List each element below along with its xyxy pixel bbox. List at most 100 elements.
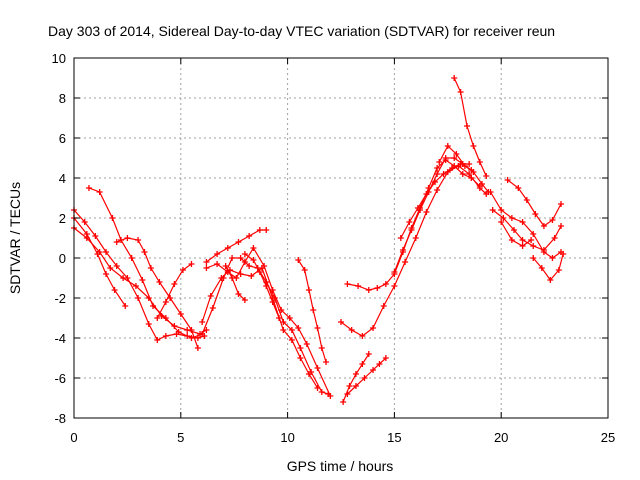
data-point bbox=[177, 311, 184, 317]
data-point bbox=[489, 207, 496, 213]
data-point bbox=[229, 255, 236, 261]
y-tick-label: -8 bbox=[54, 411, 66, 426]
series-arc-25 bbox=[530, 251, 567, 283]
series-track bbox=[225, 265, 246, 301]
data-point bbox=[203, 265, 210, 271]
data-point bbox=[515, 185, 522, 191]
data-point bbox=[340, 399, 347, 405]
data-point bbox=[348, 327, 355, 333]
data-point bbox=[423, 209, 430, 215]
data-point bbox=[461, 163, 468, 169]
data-point bbox=[156, 279, 163, 285]
data-point bbox=[103, 271, 110, 277]
data-point bbox=[278, 307, 285, 313]
data-point bbox=[459, 171, 466, 177]
data-point bbox=[188, 261, 195, 267]
data-point bbox=[504, 177, 511, 183]
plot-frame bbox=[73, 57, 609, 419]
data-point bbox=[135, 237, 142, 243]
data-point bbox=[310, 307, 317, 313]
y-tick-label: 10 bbox=[52, 51, 66, 66]
data-point bbox=[188, 327, 195, 333]
data-point bbox=[199, 319, 206, 325]
data-point bbox=[179, 267, 186, 273]
data-point bbox=[288, 337, 295, 343]
data-point bbox=[323, 359, 330, 365]
data-point bbox=[344, 281, 351, 287]
data-point bbox=[376, 361, 383, 367]
y-tick-label: 8 bbox=[59, 91, 66, 106]
data-point bbox=[207, 293, 214, 299]
data-point bbox=[355, 283, 362, 289]
data-point bbox=[256, 269, 263, 275]
data-point bbox=[162, 315, 169, 321]
data-point bbox=[83, 231, 90, 237]
data-point bbox=[162, 333, 169, 339]
data-point bbox=[314, 365, 321, 371]
data-point bbox=[224, 245, 231, 251]
data-point bbox=[423, 191, 430, 197]
data-point bbox=[466, 171, 473, 177]
x-tick-label: 25 bbox=[601, 430, 615, 445]
y-tick-label: 6 bbox=[59, 131, 66, 146]
data-point bbox=[96, 189, 103, 195]
series-arc-22 bbox=[489, 207, 565, 253]
data-point bbox=[530, 243, 537, 249]
series-arc-16 bbox=[397, 161, 473, 241]
data-point bbox=[511, 227, 518, 233]
data-point bbox=[107, 265, 114, 271]
data-point bbox=[297, 345, 304, 351]
data-point bbox=[280, 327, 287, 333]
data-point bbox=[122, 303, 129, 309]
series-track bbox=[73, 217, 126, 307]
chart-title: Day 303 of 2014, Sidereal Day-to-day VTE… bbox=[48, 23, 555, 39]
data-point bbox=[478, 181, 485, 187]
data-point bbox=[318, 345, 325, 351]
y-tick-label: -2 bbox=[54, 291, 66, 306]
data-point bbox=[519, 237, 526, 243]
data-point bbox=[301, 267, 308, 273]
x-tick-label: 20 bbox=[494, 430, 508, 445]
data-point bbox=[457, 161, 464, 167]
data-point bbox=[246, 263, 253, 269]
data-point bbox=[530, 255, 537, 261]
data-point bbox=[380, 303, 387, 309]
data-point bbox=[391, 269, 398, 275]
data-point bbox=[412, 235, 419, 241]
data-point bbox=[250, 257, 257, 263]
data-point bbox=[85, 185, 92, 191]
data-point bbox=[246, 233, 253, 239]
data-point bbox=[532, 211, 539, 217]
data-point bbox=[295, 257, 302, 263]
data-point bbox=[327, 393, 334, 399]
data-point bbox=[188, 335, 195, 341]
data-point bbox=[175, 329, 182, 335]
series-arc-12 bbox=[295, 257, 330, 365]
data-point bbox=[540, 247, 547, 253]
data-point bbox=[120, 275, 127, 281]
series-arc-11 bbox=[241, 251, 283, 321]
series-track bbox=[492, 209, 562, 251]
data-point bbox=[147, 265, 154, 271]
data-point bbox=[314, 385, 321, 391]
series-track bbox=[346, 357, 387, 395]
series-track bbox=[393, 157, 472, 273]
data-point bbox=[374, 285, 381, 291]
data-point bbox=[555, 267, 562, 273]
data-point bbox=[464, 123, 471, 129]
data-point bbox=[94, 251, 101, 257]
x-tick-label: 0 bbox=[70, 430, 77, 445]
data-point bbox=[209, 305, 216, 311]
data-point bbox=[519, 243, 526, 249]
data-point bbox=[154, 337, 161, 343]
data-point bbox=[399, 247, 406, 253]
series-track bbox=[489, 191, 562, 259]
data-point bbox=[431, 179, 438, 185]
data-point bbox=[451, 155, 458, 161]
data-point bbox=[132, 283, 139, 289]
data-point bbox=[214, 261, 221, 267]
data-point bbox=[81, 219, 88, 225]
data-point bbox=[487, 189, 494, 195]
data-point bbox=[519, 219, 526, 225]
